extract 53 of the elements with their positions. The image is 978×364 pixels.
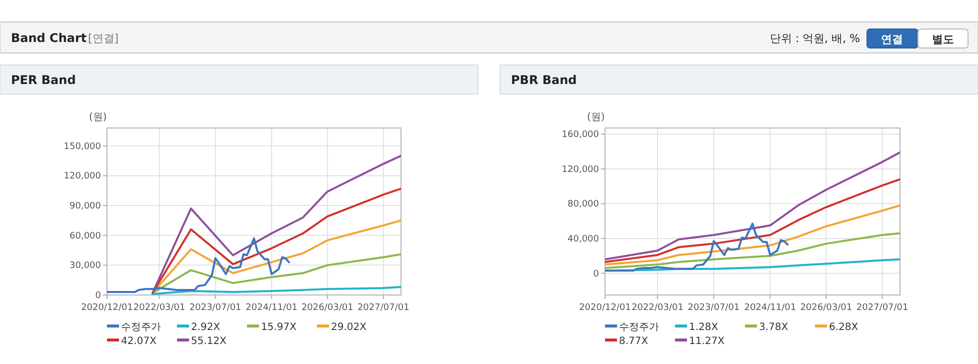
chart-title: PER Band xyxy=(11,73,76,87)
x-tick-label: 2024/11/01 xyxy=(246,303,298,313)
y-tick-label: 40,000 xyxy=(568,234,600,244)
y-tick-label: 0 xyxy=(593,269,600,280)
y-tick-label: 120,000 xyxy=(64,172,102,182)
x-tick-label: 2026/03/01 xyxy=(301,303,354,313)
line-series xyxy=(107,237,290,294)
x-tick-label: 2023/07/01 xyxy=(688,303,740,313)
y-tick-label: 80,000 xyxy=(568,200,600,210)
legend-label: 15.97X xyxy=(261,322,297,333)
y-tick-label: 30,000 xyxy=(70,261,102,272)
line-series xyxy=(152,253,401,294)
y-axis-title: (원) xyxy=(89,112,107,123)
legend-label: 2.92X xyxy=(191,322,220,333)
line-series xyxy=(605,204,900,266)
x-tick-label: 2024/11/01 xyxy=(744,303,796,313)
button-separate: 별도 xyxy=(918,28,968,48)
line-series xyxy=(605,222,789,272)
legend-label: 1.28X xyxy=(689,322,718,333)
legend-label: 수정주가 xyxy=(619,322,659,333)
x-tick-label: 2027/07/01 xyxy=(357,303,410,313)
x-tick-label: 2020/12/01 xyxy=(579,303,631,313)
x-tick-label: 2020/12/01 xyxy=(81,303,133,313)
header: Band Chart[연결] 단위 : 억원, 배, % 연결 별도 xyxy=(11,28,968,48)
line-series xyxy=(152,188,401,294)
line-series xyxy=(152,219,401,294)
y-tick-label: 60,000 xyxy=(70,231,102,242)
line-series xyxy=(152,286,401,295)
legend-label: 11.27X xyxy=(689,336,725,347)
y-tick-label: 90,000 xyxy=(70,202,102,212)
y-tick-label: 120,000 xyxy=(562,164,600,175)
y-tick-label: 160,000 xyxy=(562,130,600,140)
legend-label: 3.78X xyxy=(759,322,788,333)
x-tick-label: 2023/07/01 xyxy=(189,303,242,313)
x-tick-label: 2022/03/01 xyxy=(632,303,684,313)
legend-label: 수정주가 xyxy=(121,322,161,333)
y-axis-title: (원) xyxy=(587,112,605,123)
legend-label: 6.28X xyxy=(829,322,858,333)
button-consolidated: 연결 xyxy=(866,28,918,48)
x-tick-label: 2027/07/01 xyxy=(856,303,908,313)
line-series xyxy=(605,151,900,260)
x-tick-label: 2026/03/01 xyxy=(800,303,852,313)
line-series xyxy=(605,232,900,270)
y-tick-label: 0 xyxy=(95,291,102,301)
legend-label: 42.07X xyxy=(121,336,157,347)
legend-label: 29.02X xyxy=(331,322,367,333)
y-tick-label: 150,000 xyxy=(64,142,102,152)
chart-title: PBR Band xyxy=(511,73,577,87)
x-tick-label: 2022/03/01 xyxy=(133,303,186,313)
legend-label: 55.12X xyxy=(191,336,227,347)
line-series xyxy=(152,154,401,294)
line-series xyxy=(605,178,900,263)
legend-label: 8.77X xyxy=(619,336,648,347)
